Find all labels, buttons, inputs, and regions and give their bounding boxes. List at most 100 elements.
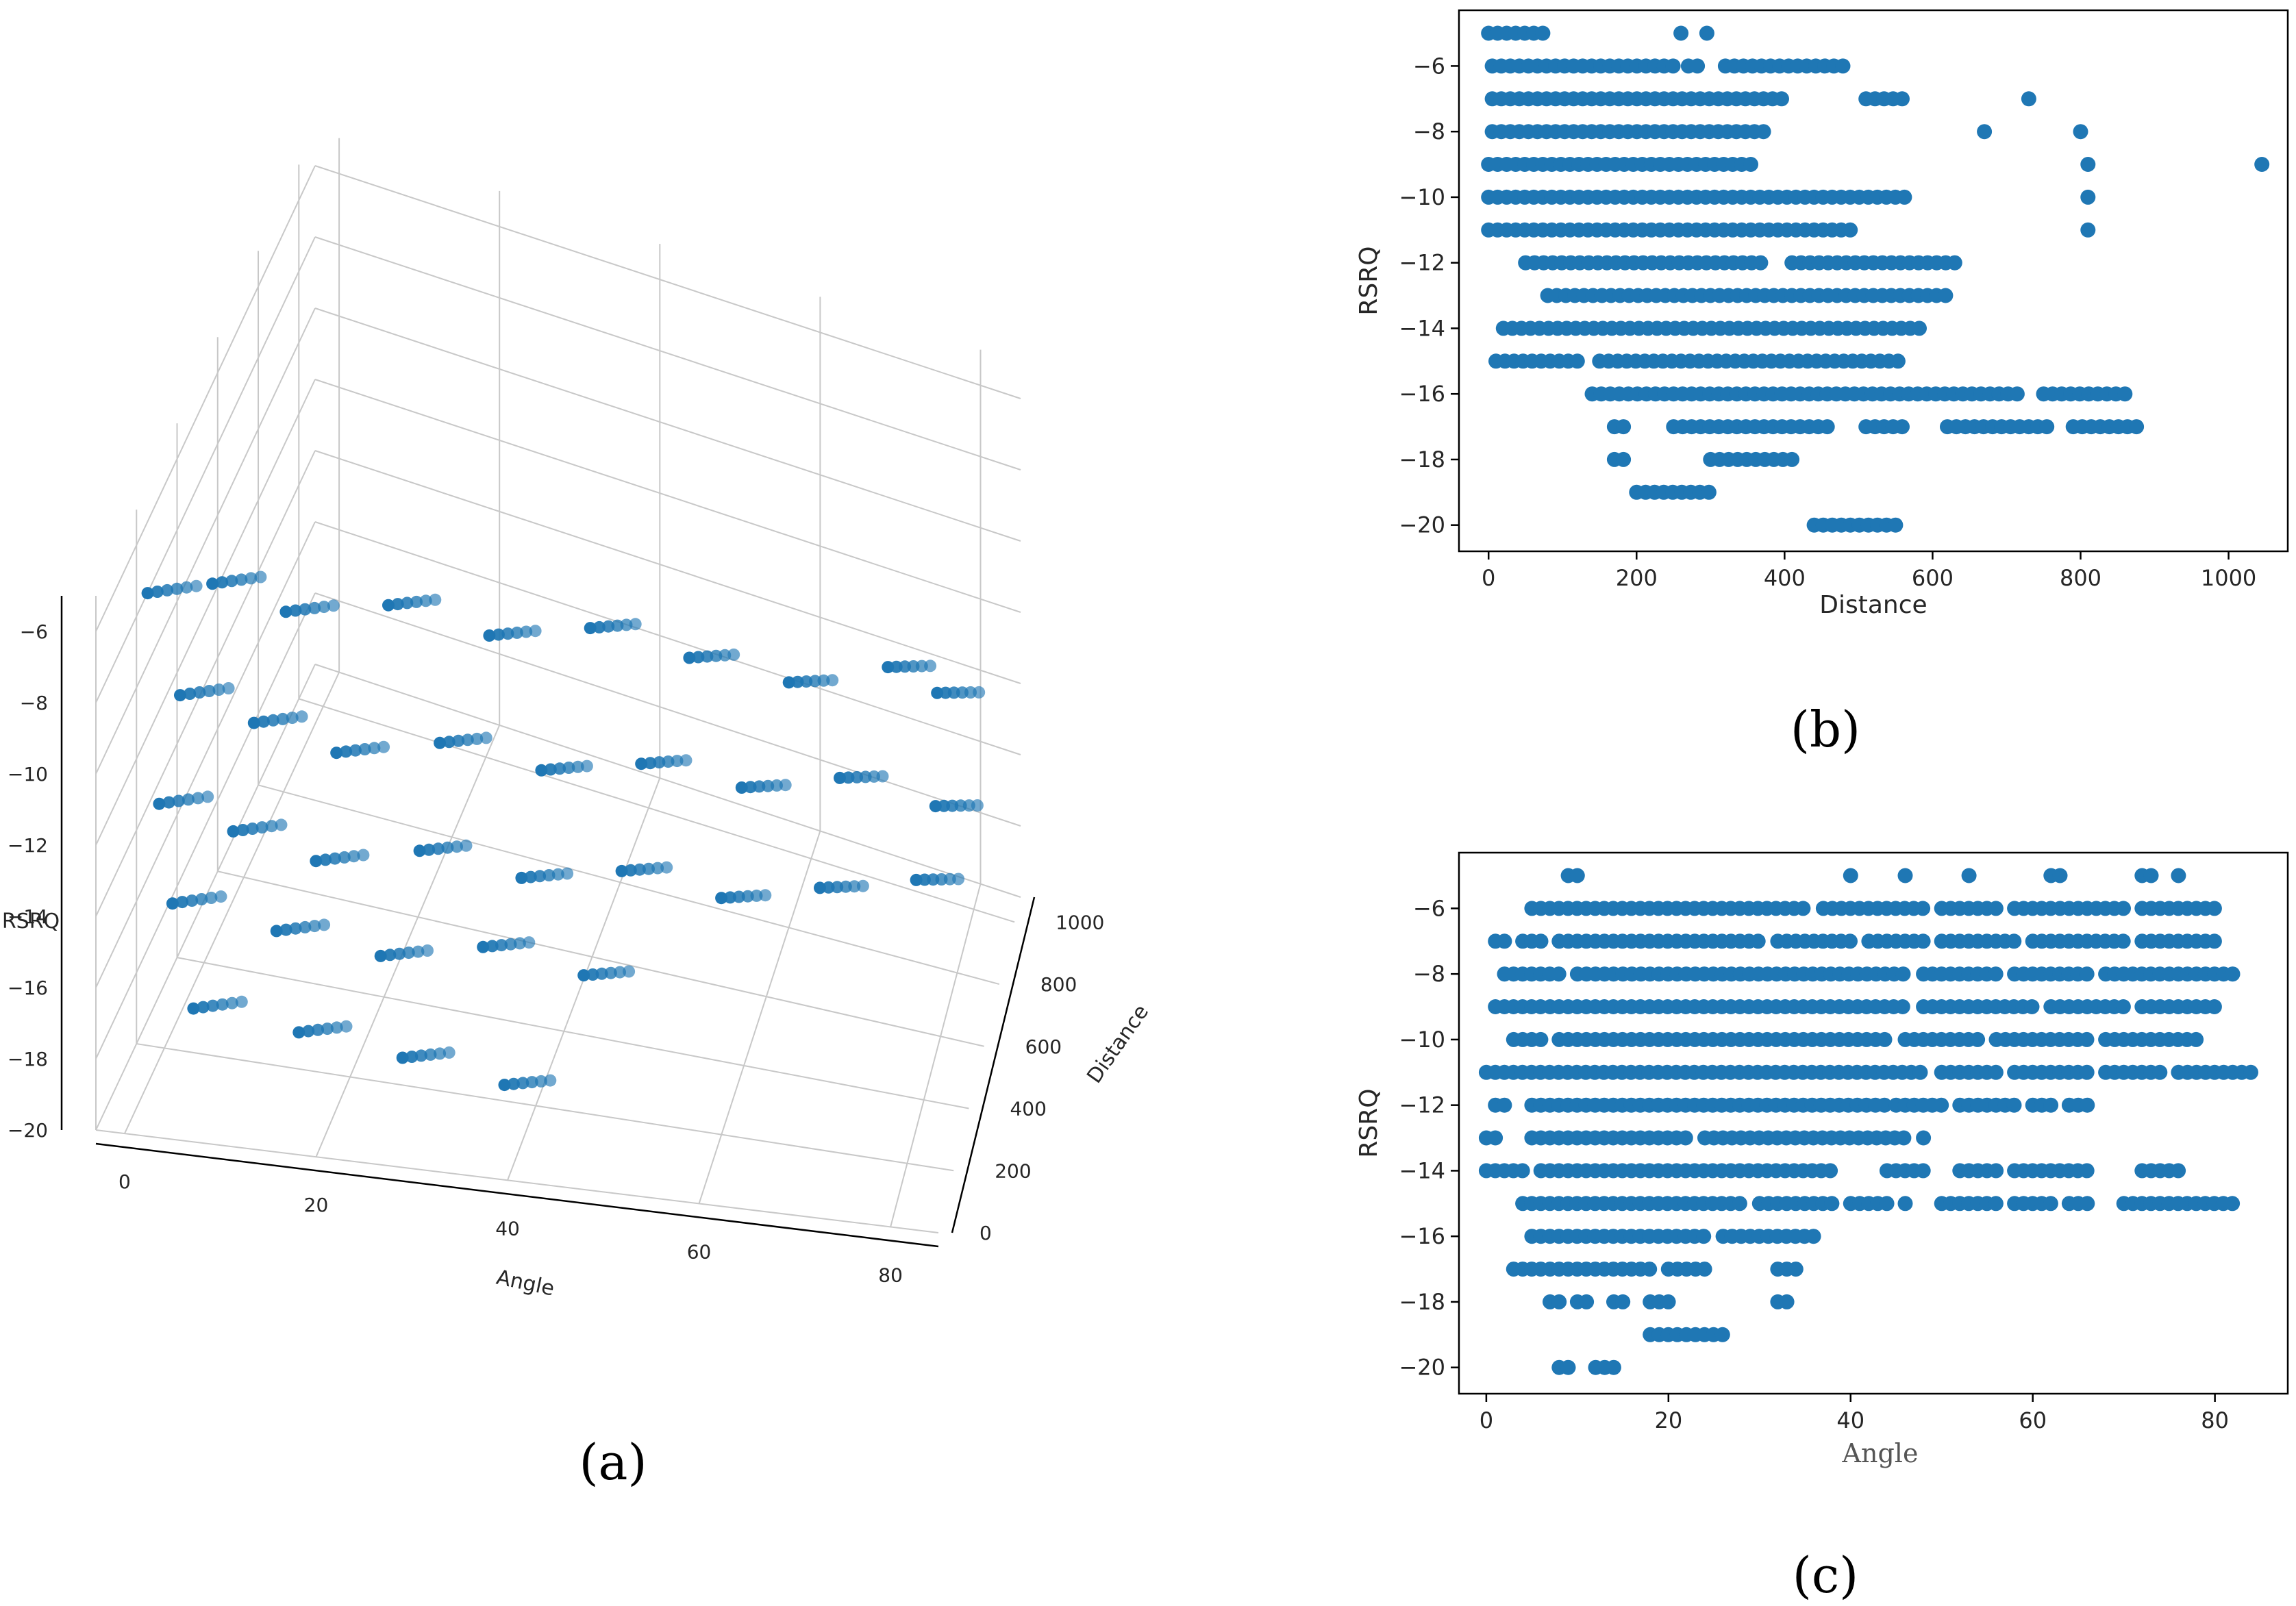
a-point xyxy=(182,793,195,806)
c-point xyxy=(1915,901,1931,916)
b-point xyxy=(2039,419,2055,435)
a-point xyxy=(452,734,465,747)
a-point xyxy=(434,736,447,749)
a-point xyxy=(629,618,642,631)
a-point xyxy=(710,649,723,662)
a-point xyxy=(771,779,783,792)
c-ticks: 0 20 40 60 80 −6 −8 −10 −12 −14 −16 −18 −20 xyxy=(1399,895,2229,1433)
a-point xyxy=(471,732,484,745)
c-point xyxy=(1988,966,2004,982)
c-point xyxy=(2079,1163,2095,1179)
a-point xyxy=(516,1077,529,1090)
a-point xyxy=(295,710,308,723)
a-point xyxy=(524,870,537,883)
c-point xyxy=(1779,1294,1795,1309)
a-point xyxy=(405,1051,419,1063)
b-ytick-label: −16 xyxy=(1399,381,1445,407)
a-point xyxy=(504,938,517,951)
a-point xyxy=(817,674,830,687)
c-point xyxy=(1788,1262,1804,1277)
c-point xyxy=(1897,1196,1913,1212)
a-point xyxy=(321,1022,334,1036)
a-rsrq-tick-label: −18 xyxy=(8,1048,48,1070)
a-wall-gridline xyxy=(95,308,316,775)
c-point xyxy=(1912,1064,1928,1080)
a-wall-gridline xyxy=(95,592,316,1059)
a-point xyxy=(330,1021,343,1034)
a-point xyxy=(542,869,556,881)
c-point xyxy=(2206,999,2222,1014)
a-point xyxy=(318,918,331,931)
a-point xyxy=(413,844,426,857)
a-point xyxy=(347,850,360,863)
b-point xyxy=(1699,25,1714,41)
c-ytick-label: −20 xyxy=(1399,1355,1445,1381)
c-point xyxy=(2079,1064,2095,1080)
a-point xyxy=(692,651,705,664)
a-point xyxy=(299,603,312,616)
a-point xyxy=(255,821,269,834)
c-point xyxy=(2188,1031,2204,1047)
b-point xyxy=(2021,91,2036,107)
a-point xyxy=(580,760,593,773)
a-point xyxy=(800,675,813,688)
c-point xyxy=(1988,1163,2004,1179)
c-point xyxy=(2006,1097,2022,1113)
a-point xyxy=(227,825,240,838)
a-floor-gridline xyxy=(258,784,1000,986)
a-point xyxy=(660,861,673,874)
a-point xyxy=(477,940,490,953)
a-rsrq-tick-label: −16 xyxy=(8,977,48,999)
a-point xyxy=(732,890,745,903)
a-point xyxy=(442,1046,456,1059)
b-point xyxy=(1569,353,1585,369)
c-point xyxy=(1895,966,1911,982)
c-ylabel: RSRQ xyxy=(1355,1088,1383,1157)
a-point xyxy=(171,582,184,595)
caption-c: (c) xyxy=(1793,1546,1859,1604)
b-point xyxy=(1784,451,1800,467)
a-angle-tick-label: 80 xyxy=(878,1264,903,1286)
b-point xyxy=(2080,189,2096,205)
a-point xyxy=(586,968,599,981)
a-floor-gridline xyxy=(95,1129,939,1233)
a-distance-tick-label: 600 xyxy=(1025,1036,1062,1058)
a-angle-tick-label: 0 xyxy=(118,1170,131,1193)
a-point xyxy=(393,947,406,960)
b-xtick-label: 0 xyxy=(1482,565,1495,591)
a-point xyxy=(279,605,292,618)
a-rsrq-tick-label: −20 xyxy=(8,1119,48,1142)
c-xlabel: Angle xyxy=(1842,1438,1919,1468)
c-point xyxy=(1843,868,1858,883)
a-point xyxy=(510,626,523,639)
a-point xyxy=(492,628,505,641)
a-point xyxy=(744,781,757,794)
a-point xyxy=(184,688,197,700)
a-point xyxy=(535,764,548,777)
c-point xyxy=(1879,1196,1895,1212)
a-floor-gridline xyxy=(136,1043,954,1172)
c-xtick-label: 60 xyxy=(2019,1407,2047,1433)
b-point xyxy=(2080,222,2096,238)
a-point xyxy=(479,731,492,744)
a-point xyxy=(952,873,965,886)
a-point xyxy=(562,762,575,774)
a-point xyxy=(483,629,496,642)
b-xtick-label: 1000 xyxy=(2201,565,2256,591)
a-point xyxy=(201,790,214,803)
a-point xyxy=(577,969,590,982)
a-point xyxy=(247,716,260,729)
a-point xyxy=(195,893,208,905)
c-point xyxy=(2152,1064,2168,1080)
a-point xyxy=(534,870,547,883)
c-point xyxy=(2225,1196,2241,1212)
a-point xyxy=(592,620,606,633)
a-point xyxy=(602,620,615,633)
b-point xyxy=(2080,157,2096,172)
c-point xyxy=(1934,1097,1949,1113)
a-point xyxy=(441,841,454,854)
a-point xyxy=(826,674,839,687)
c-point xyxy=(1895,999,1910,1014)
panel-b-scatter: 0 200 400 600 800 1000−6−8−10−12−14−16−18−20 … xyxy=(1355,9,2289,619)
c-point xyxy=(1896,1130,1912,1146)
